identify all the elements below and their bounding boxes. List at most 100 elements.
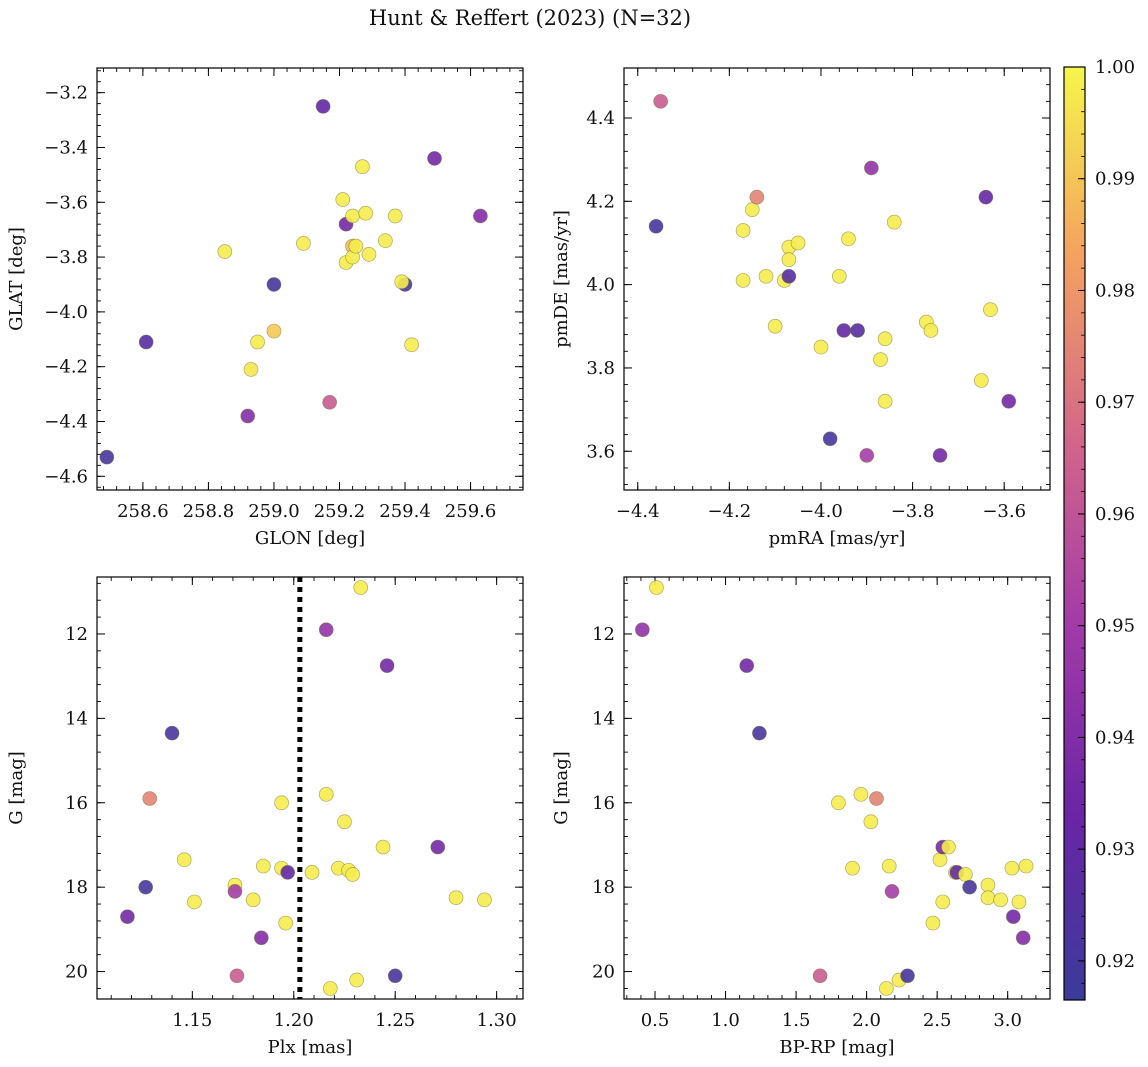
data-point bbox=[138, 334, 154, 350]
data-point bbox=[345, 208, 360, 224]
x-axis-label: Plx [mas] bbox=[268, 1037, 353, 1058]
y-tick-label: 12 bbox=[65, 624, 88, 645]
data-point bbox=[831, 268, 847, 284]
y-tick-label: 16 bbox=[65, 793, 88, 814]
colorbar-tick-label: 0.92 bbox=[1095, 951, 1135, 972]
data-point bbox=[935, 894, 951, 910]
data-point bbox=[845, 860, 860, 876]
data-point bbox=[744, 202, 760, 217]
data-point bbox=[253, 930, 269, 946]
x-tick-label: 259.4 bbox=[379, 501, 431, 522]
data-point bbox=[176, 852, 192, 868]
data-point bbox=[781, 268, 797, 284]
data-point bbox=[853, 786, 869, 802]
data-point bbox=[1005, 909, 1021, 925]
data-point bbox=[278, 915, 294, 931]
data-point bbox=[973, 373, 989, 388]
data-point bbox=[387, 208, 403, 224]
data-point bbox=[790, 235, 806, 251]
panel-pmra-pmde: −4.4 −4.2 −4.0 −3.8 −3.6 3.6 3.8 4.0 4.2 4.4 pmRA … bbox=[551, 67, 1051, 549]
y-tick-label: 14 bbox=[65, 708, 88, 729]
data-point bbox=[349, 972, 365, 988]
data-point bbox=[812, 968, 828, 984]
data-point bbox=[649, 580, 664, 595]
data-point bbox=[315, 99, 331, 114]
x-axis-label: BP-RP [mag] bbox=[779, 1037, 894, 1058]
data-point bbox=[361, 246, 377, 262]
y-axis-label: G [mag] bbox=[6, 751, 27, 824]
colorbar-tick-label: 0.93 bbox=[1095, 839, 1135, 860]
data-point bbox=[932, 852, 948, 868]
y-tick-label: 3.6 bbox=[586, 441, 615, 462]
data-point bbox=[781, 252, 797, 267]
data-point bbox=[227, 884, 243, 899]
x-tick-label: 259.2 bbox=[314, 501, 366, 522]
data-point bbox=[735, 223, 751, 238]
y-tick-label: −3.4 bbox=[44, 137, 88, 158]
colorbar-tick-label: 0.97 bbox=[1095, 392, 1135, 413]
y-tick-label: −4.2 bbox=[44, 357, 88, 378]
x-tick-label: 259.6 bbox=[445, 501, 497, 522]
x-tick-label: −4.0 bbox=[799, 501, 843, 522]
data-point bbox=[427, 151, 442, 166]
x-tick-label: 1.15 bbox=[172, 1010, 212, 1031]
data-point bbox=[187, 894, 202, 910]
data-point bbox=[217, 244, 233, 259]
data-point bbox=[749, 189, 765, 205]
data-point bbox=[345, 867, 360, 882]
y-tick-label: 16 bbox=[592, 793, 615, 814]
data-point bbox=[296, 236, 311, 251]
x-tick-label: 1.25 bbox=[375, 1010, 415, 1031]
x-tick-label: 259.0 bbox=[248, 501, 300, 522]
y-axis-label: pmDE [mas/yr] bbox=[551, 210, 572, 348]
x-tick-label: 2.5 bbox=[923, 1010, 952, 1031]
data-point bbox=[243, 362, 259, 377]
y-tick-label: 4.4 bbox=[586, 108, 615, 129]
colorbar-tick-label: 0.99 bbox=[1095, 169, 1135, 190]
y-axis-label: G [mag] bbox=[551, 751, 572, 824]
data-point bbox=[280, 865, 296, 880]
x-tick-label: 1.0 bbox=[711, 1010, 740, 1031]
data-point bbox=[379, 658, 395, 673]
data-point bbox=[980, 877, 996, 893]
data-point bbox=[120, 909, 135, 925]
data-point bbox=[822, 431, 838, 447]
data-point bbox=[841, 231, 856, 247]
y-axis-label: GLAT [deg] bbox=[6, 227, 27, 331]
data-point bbox=[1015, 930, 1031, 946]
data-point bbox=[983, 302, 998, 317]
y-tick-label: −4.4 bbox=[44, 411, 88, 432]
x-tick-label: −4.4 bbox=[616, 501, 660, 522]
data-point bbox=[164, 725, 180, 741]
x-tick-label: 3.0 bbox=[993, 1010, 1022, 1031]
data-point bbox=[634, 622, 650, 638]
data-point bbox=[394, 274, 410, 290]
data-point bbox=[318, 622, 334, 638]
y-tick-label: 18 bbox=[65, 877, 88, 898]
data-point bbox=[859, 448, 875, 463]
colorbar-tick-label: 1.00 bbox=[1095, 57, 1135, 78]
data-point bbox=[879, 981, 894, 996]
axes-frame bbox=[623, 576, 1051, 1000]
x-tick-label: 258.8 bbox=[183, 501, 235, 522]
y-tick-label: −3.2 bbox=[44, 83, 88, 104]
data-point bbox=[138, 879, 154, 895]
x-tick-label: 2.0 bbox=[852, 1010, 881, 1031]
data-point bbox=[229, 968, 245, 984]
data-point bbox=[850, 323, 865, 338]
data-point bbox=[378, 233, 393, 248]
x-tick-label: 1.5 bbox=[782, 1010, 811, 1031]
data-point bbox=[375, 839, 391, 855]
figure-title: Hunt & Reffert (2023) (N=32) bbox=[368, 6, 692, 30]
x-tick-label: 1.20 bbox=[274, 1010, 314, 1031]
data-point bbox=[735, 273, 751, 288]
data-point bbox=[648, 218, 664, 234]
data-point bbox=[886, 214, 902, 230]
data-point bbox=[877, 331, 893, 347]
data-point bbox=[448, 890, 464, 906]
panel-glon-glat: 258.6 258.8 259.0 259.2 259.4 259.6 −3.2 −3.4 −3… bbox=[6, 67, 524, 549]
data-point bbox=[353, 580, 369, 595]
data-point bbox=[404, 337, 419, 353]
data-point bbox=[900, 968, 915, 984]
x-tick-label: −3.8 bbox=[891, 501, 935, 522]
